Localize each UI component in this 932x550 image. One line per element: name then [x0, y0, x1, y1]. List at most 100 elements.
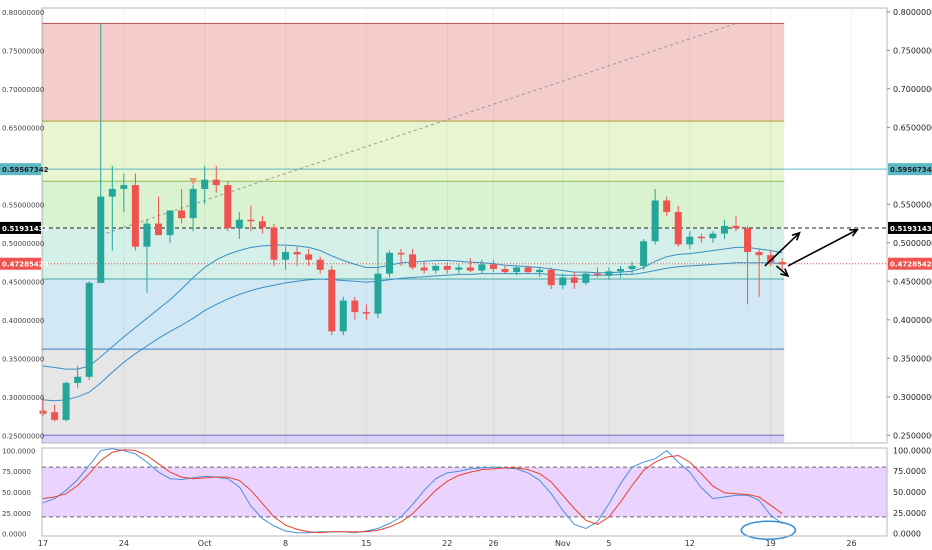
price-tick-label-right: 0.55000000: [893, 200, 932, 209]
candle-body[interactable]: [674, 212, 682, 245]
candle-body[interactable]: [305, 254, 313, 260]
fib-zone: [42, 279, 785, 350]
candle-body[interactable]: [258, 221, 266, 228]
candle-body[interactable]: [201, 179, 209, 189]
stochastic-line-d: [42, 449, 783, 534]
candle-body[interactable]: [605, 271, 613, 276]
candle-body[interactable]: [62, 382, 70, 420]
date-tick-label: Nov: [555, 539, 571, 548]
price-tick-label-right: 0.70000000: [893, 85, 932, 94]
fib-zone: [42, 435, 785, 443]
candle-body[interactable]: [420, 267, 428, 271]
stochastic-tick-label-left: 25.0000: [2, 510, 31, 518]
candle-body[interactable]: [39, 410, 47, 414]
price-tick-label-left: 0.35000000: [2, 355, 44, 363]
stochastic-tick-label-left: 75.0000: [2, 468, 31, 476]
candle-body[interactable]: [617, 269, 624, 272]
arrow-head-icon: [849, 228, 859, 237]
candle-body[interactable]: [570, 277, 578, 283]
candle-body[interactable]: [85, 282, 93, 377]
date-tick-label: Oct: [198, 539, 212, 548]
candle-body[interactable]: [97, 196, 105, 283]
date-tick-label: 17: [38, 539, 48, 548]
candle-body[interactable]: [155, 223, 162, 236]
candle-body[interactable]: [374, 273, 382, 314]
candle-body[interactable]: [663, 200, 671, 213]
candle-body[interactable]: [524, 267, 532, 273]
candle-body[interactable]: [686, 236, 694, 245]
price-tick-label-left: 0.50000000: [2, 240, 44, 248]
candle-body[interactable]: [339, 300, 347, 332]
date-tick-label: 22: [442, 539, 452, 548]
candle-body[interactable]: [212, 179, 220, 186]
candle-body[interactable]: [386, 252, 393, 274]
stochastic-line-k: [42, 448, 783, 534]
date-tick-label: 24: [119, 539, 129, 548]
candle-body[interactable]: [351, 300, 359, 313]
candle-body[interactable]: [108, 188, 116, 197]
candle-body[interactable]: [235, 219, 243, 229]
candle-body[interactable]: [593, 273, 601, 276]
candle-body[interactable]: [744, 228, 752, 253]
stochastic-tick-label-right: 100.0000: [893, 446, 931, 455]
candle-body[interactable]: [131, 185, 139, 247]
candle-body[interactable]: [767, 255, 775, 263]
candle-body[interactable]: [640, 241, 648, 266]
candle-body[interactable]: [455, 267, 463, 270]
trend-line: [100, 22, 737, 236]
candle-body[interactable]: [720, 225, 728, 234]
candle-body[interactable]: [547, 269, 555, 286]
price-tick-label-left: 0.45000000: [2, 278, 44, 286]
candle-body[interactable]: [270, 227, 278, 260]
candle-body[interactable]: [582, 273, 590, 283]
candle-body[interactable]: [409, 254, 417, 268]
candle-body[interactable]: [178, 210, 186, 219]
price-tag-left: 0.59567342: [2, 166, 49, 174]
candle-body[interactable]: [489, 264, 497, 269]
price-tick-label-right: 0.65000000: [893, 123, 932, 132]
candle-body[interactable]: [328, 269, 336, 332]
candle-body[interactable]: [432, 265, 440, 271]
candle-body[interactable]: [513, 267, 521, 273]
candle-body[interactable]: [536, 269, 544, 273]
stochastic-tick-label-right: 25.0000: [893, 509, 926, 518]
candle-body[interactable]: [166, 210, 174, 236]
candle-body[interactable]: [732, 225, 740, 229]
candle-body[interactable]: [778, 262, 786, 265]
date-tick-label: 8: [283, 539, 288, 548]
candle-body[interactable]: [293, 252, 301, 255]
price-tick-label-left: 0.25000000: [2, 432, 44, 440]
candle-body[interactable]: [316, 259, 324, 270]
arrow-head-icon: [791, 231, 801, 241]
candle-body[interactable]: [755, 252, 763, 256]
price-tick-label-right: 0.75000000: [893, 46, 932, 55]
candle-body[interactable]: [559, 277, 567, 286]
candle-body[interactable]: [478, 264, 486, 271]
candle-body[interactable]: [443, 265, 451, 270]
candle-body[interactable]: [74, 376, 82, 383]
price-tag-right: 0.59567342: [890, 166, 932, 174]
candle-body[interactable]: [282, 252, 290, 260]
candle-body[interactable]: [362, 312, 370, 314]
candle-body[interactable]: [189, 188, 197, 219]
candle-body[interactable]: [628, 265, 636, 269]
candle-body[interactable]: [120, 185, 128, 189]
fib-zone: [42, 181, 785, 229]
price-tag-left-bg: [0, 257, 41, 270]
candle-body[interactable]: [224, 185, 232, 229]
price-tick-label-right: 0.50000000: [893, 239, 932, 248]
price-tick-label-left: 0.65000000: [2, 124, 44, 132]
candle-body[interactable]: [397, 252, 405, 255]
candle-body[interactable]: [651, 200, 659, 242]
candle-body[interactable]: [501, 269, 509, 273]
candle-body[interactable]: [709, 233, 717, 239]
candle-body[interactable]: [51, 412, 59, 420]
candle-body[interactable]: [247, 219, 255, 222]
highlight-ellipse: [740, 520, 797, 540]
candle-body[interactable]: [466, 267, 474, 271]
candle-body[interactable]: [143, 223, 151, 247]
candle-body[interactable]: [697, 236, 705, 239]
fib-zone: [42, 121, 785, 182]
